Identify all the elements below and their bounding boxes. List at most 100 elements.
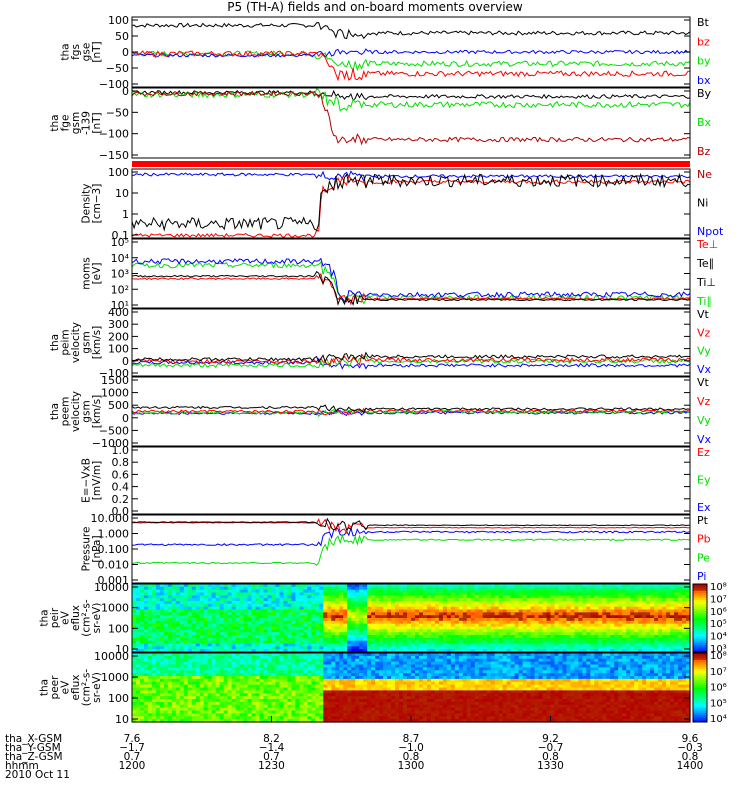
heatmap-cell [135, 658, 141, 663]
heatmap-cell [287, 673, 293, 677]
heatmap-cell [143, 719, 149, 723]
heatmap-cell [498, 635, 504, 639]
heatmap-cell [307, 678, 312, 683]
heatmap-cell [590, 620, 595, 625]
heatmap-cell [486, 646, 492, 650]
heatmap-cell [335, 664, 340, 668]
heatmap-cell [367, 629, 372, 633]
heatmap-cell [143, 699, 149, 703]
heatmap-cell [375, 643, 380, 647]
heatmap-cell [562, 601, 568, 605]
heatmap-cell [307, 696, 312, 700]
heatmap-cell [215, 598, 221, 602]
heatmap-cell [418, 595, 424, 599]
heatmap-cell [315, 699, 320, 703]
heatmap-cell [239, 629, 245, 633]
heatmap-cell [171, 673, 177, 677]
heatmap-cell [327, 670, 332, 674]
heatmap-cell [534, 606, 540, 611]
heatmap-cell [518, 595, 524, 599]
heatmap-cell [682, 606, 687, 611]
heatmap-cell [271, 696, 277, 700]
heatmap-cell [159, 690, 165, 694]
heatmap-cell [203, 716, 209, 720]
heatmap-cell [179, 637, 185, 642]
heatmap-cell [243, 635, 249, 639]
heatmap-cell [271, 676, 277, 680]
heatmap-cell [674, 603, 679, 608]
heatmap-cell [482, 646, 488, 650]
heatmap-cell [666, 598, 671, 602]
heatmap-cell [287, 701, 293, 706]
heatmap-cell [442, 629, 448, 633]
heatmap-cell [395, 603, 400, 608]
y-tick-label: 10⁴ [111, 252, 130, 265]
heatmap-cell [355, 589, 360, 594]
heatmap-cell [387, 618, 392, 622]
heatmap-cell [271, 603, 277, 608]
heatmap-cell [271, 601, 277, 605]
heatmap-cell [211, 612, 217, 616]
heatmap-cell [538, 603, 544, 608]
heatmap-cell [506, 618, 512, 622]
heatmap-cell [359, 601, 364, 605]
heatmap-cell [407, 646, 412, 650]
heatmap-cell [283, 673, 289, 677]
heatmap-cell [303, 586, 308, 591]
heatmap-cell [351, 673, 356, 677]
heatmap-cell [287, 595, 293, 599]
heatmap-cell [335, 667, 340, 671]
heatmap-cell [235, 693, 241, 697]
heatmap-cell [183, 701, 189, 706]
heatmap-cell [279, 716, 285, 720]
heatmap-cell [132, 618, 137, 622]
heatmap-cell [311, 673, 316, 677]
heatmap-cell [195, 623, 201, 628]
heatmap-cell [658, 626, 663, 630]
heatmap-cell [486, 620, 492, 625]
heatmap-cell [231, 690, 237, 694]
heatmap-cell [558, 592, 564, 596]
heatmap-cell [243, 606, 249, 611]
heatmap-cell [566, 615, 572, 619]
heatmap-cell [339, 684, 344, 689]
heatmap-cell [347, 603, 352, 608]
heatmap-cell [231, 710, 237, 714]
heatmap-cell [227, 629, 233, 633]
heatmap-cell [638, 635, 643, 639]
heatmap-cell [339, 658, 344, 663]
heatmap-cell [163, 704, 169, 709]
heatmap-cell [167, 629, 173, 633]
heatmap-cell [323, 632, 328, 636]
heatmap-cell [203, 655, 209, 660]
heatmap-cell [179, 626, 185, 630]
heatmap-cell [606, 646, 611, 650]
heatmap-cell [279, 640, 285, 645]
heatmap-cell [287, 704, 293, 709]
heatmap-cell [187, 618, 193, 622]
heatmap-cell [646, 606, 651, 611]
heatmap-cell [403, 618, 408, 622]
heatmap-cell [474, 640, 480, 645]
heatmap-cell [391, 640, 396, 645]
heatmap-cell [526, 623, 532, 628]
heatmap-cell [315, 646, 320, 650]
heatmap-cell [634, 643, 639, 647]
heatmap-cell [686, 606, 691, 611]
heatmap-cell [299, 615, 304, 619]
heatmap-cell [426, 601, 432, 605]
heatmap-cell [678, 598, 683, 602]
heatmap-cell [199, 586, 205, 591]
heatmap-cell [650, 615, 655, 619]
heatmap-cell [474, 586, 480, 591]
heatmap-cell [275, 598, 281, 602]
heatmap-cell [682, 635, 687, 639]
heatmap-cell [307, 595, 312, 599]
y-tick-label: 10000 [94, 581, 129, 594]
heatmap-cell [159, 618, 165, 622]
heatmap-cell [510, 629, 516, 633]
heatmap-cell [391, 620, 396, 625]
heatmap-cell [295, 670, 300, 674]
heatmap-cell [227, 701, 233, 706]
heatmap-cell [215, 612, 221, 616]
